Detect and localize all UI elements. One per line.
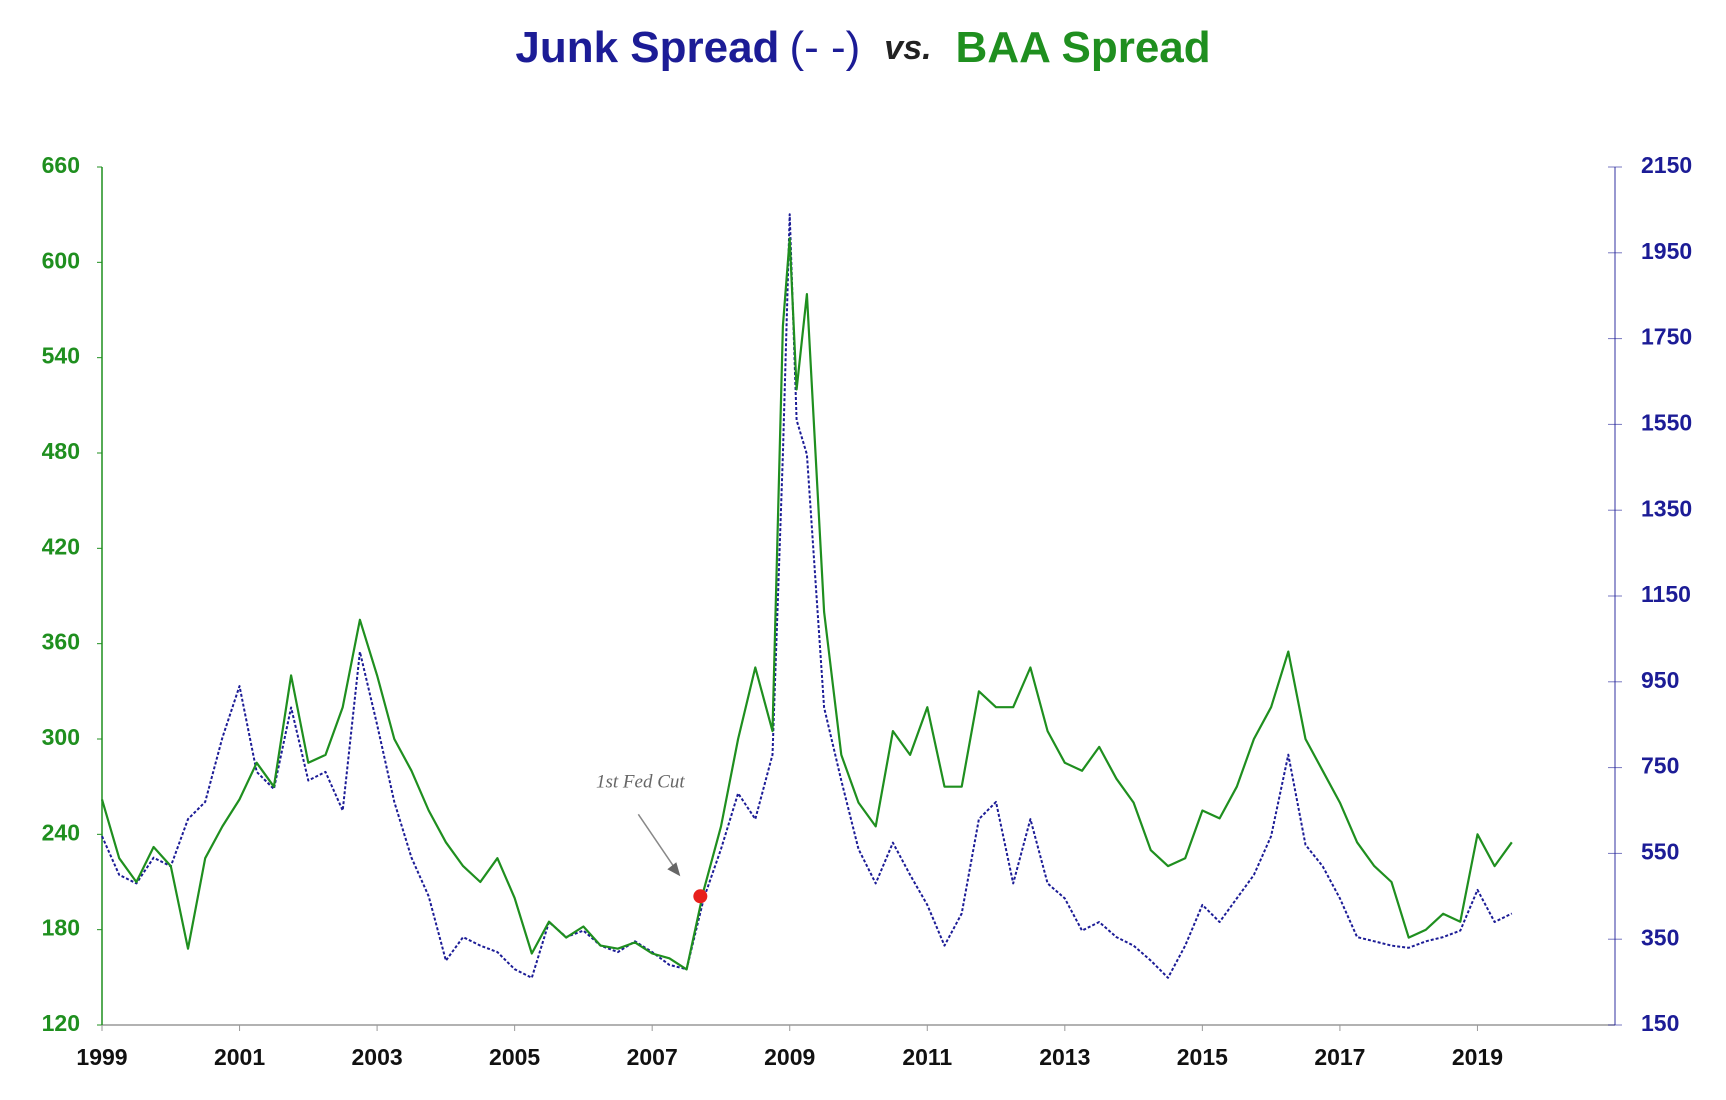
x-tick-label: 2011 (902, 1044, 952, 1070)
y-tick-label: 180 (42, 915, 80, 941)
x-tick-label: 2001 (214, 1044, 265, 1070)
y2-tick-label: 1550 (1641, 409, 1692, 435)
y-tick-label: 360 (42, 629, 80, 655)
x-tick-label: 2009 (764, 1044, 815, 1070)
y-tick-label: 240 (42, 819, 80, 845)
x-tick-label: 2005 (489, 1044, 540, 1070)
y2-tick-label: 550 (1641, 838, 1679, 864)
y2-tick-label: 350 (1641, 924, 1679, 950)
y-tick-label: 660 (42, 152, 80, 178)
y-tick-label: 540 (42, 343, 80, 369)
y-tick-label: 480 (42, 438, 80, 464)
y-tick-label: 420 (42, 533, 80, 559)
y2-tick-label: 2150 (1641, 152, 1692, 178)
x-tick-label: 2019 (1452, 1044, 1503, 1070)
chart-title: Junk Spread (- -) vs. BAA Spread (515, 23, 1210, 72)
title-baa: BAA Spread (956, 23, 1211, 72)
annotation-arrowhead (667, 862, 681, 877)
x-tick-label: 2007 (627, 1044, 678, 1070)
junk-line (101, 213, 1513, 979)
y2-tick-label: 1950 (1641, 238, 1692, 264)
y2-tick-label: 950 (1641, 667, 1679, 693)
y-tick-label: 600 (42, 247, 80, 273)
y2-tick-label: 150 (1641, 1010, 1679, 1036)
y-tick-label: 120 (42, 1010, 80, 1036)
y2-tick-label: 1150 (1641, 581, 1691, 607)
y2-tick-label: 1350 (1641, 495, 1692, 521)
fed-cut-point (693, 889, 708, 904)
title-joiner: vs. (884, 29, 931, 67)
baa-line (100, 237, 1513, 971)
x-tick-label: 2017 (1314, 1044, 1365, 1070)
x-tick-label: 2003 (352, 1044, 403, 1070)
annotation-text: 1st Fed Cut (596, 772, 685, 793)
title-marker: (- -) (789, 23, 860, 72)
annotation-arrow (637, 813, 677, 871)
y2-tick-label: 1750 (1641, 324, 1692, 350)
x-tick-label: 2013 (1039, 1044, 1090, 1070)
x-tick-label: 1999 (76, 1044, 127, 1070)
x-tick-label: 2015 (1177, 1044, 1228, 1070)
y-tick-label: 300 (42, 724, 80, 750)
y2-tick-label: 750 (1641, 753, 1679, 779)
title-junk: Junk Spread (515, 23, 779, 72)
